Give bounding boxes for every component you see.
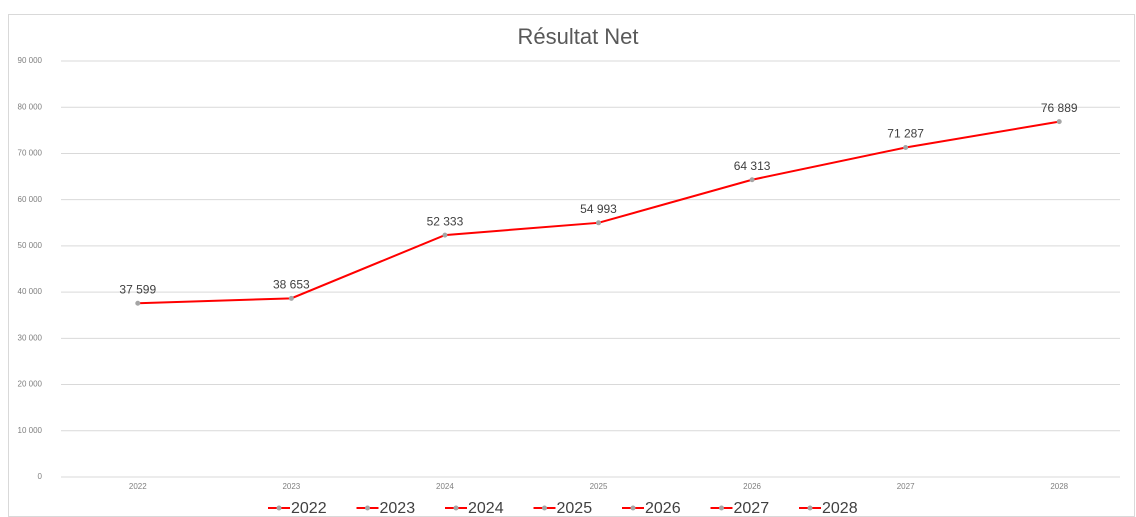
y-tick-label: 90 000 — [18, 56, 43, 65]
legend-label: 2026 — [645, 500, 681, 517]
data-label: 64 313 — [734, 159, 771, 173]
legend-label: 2027 — [734, 500, 770, 517]
data-label: 54 993 — [580, 202, 617, 216]
y-tick-label: 60 000 — [18, 195, 43, 204]
legend-marker — [542, 505, 547, 511]
marker — [903, 144, 909, 150]
legend-marker — [719, 505, 724, 511]
y-tick-label: 10 000 — [18, 426, 43, 435]
marker — [135, 300, 141, 306]
chart-frame — [8, 14, 1135, 517]
data-label: 37 599 — [119, 282, 156, 296]
marker — [442, 232, 448, 238]
marker — [1056, 119, 1062, 125]
marker — [596, 220, 601, 226]
legend-label: 2024 — [468, 500, 504, 517]
y-tick-label: 20 000 — [18, 380, 43, 389]
legend-marker — [453, 505, 459, 511]
y-tick-label: 50 000 — [18, 241, 43, 250]
data-label: 71 287 — [887, 127, 924, 141]
marker — [288, 295, 294, 301]
legend-label: 2028 — [822, 500, 858, 517]
legend-marker — [807, 505, 813, 511]
chart-title: Résultat Net — [517, 24, 638, 49]
x-tick-label: 2026 — [743, 482, 761, 491]
marker — [749, 177, 755, 183]
y-tick-label: 40 000 — [18, 287, 43, 296]
data-label: 52 333 — [427, 214, 464, 228]
legend-marker — [630, 505, 636, 511]
x-tick-label: 2027 — [897, 482, 915, 491]
legend-label: 2025 — [557, 500, 593, 517]
data-label: 38 653 — [273, 278, 310, 292]
x-tick-label: 2028 — [1050, 482, 1068, 491]
y-tick-label: 0 — [38, 472, 43, 481]
legend-marker — [276, 505, 282, 511]
x-tick-label: 2023 — [282, 482, 300, 491]
y-tick-label: 30 000 — [18, 333, 43, 342]
y-tick-label: 70 000 — [18, 149, 43, 158]
data-label: 76 889 — [1041, 101, 1078, 115]
y-tick-label: 80 000 — [18, 102, 43, 111]
legend-label: 2022 — [291, 500, 327, 517]
x-tick-label: 2024 — [436, 482, 454, 491]
legend-marker — [365, 505, 370, 511]
legend-label: 2023 — [380, 500, 416, 517]
x-tick-label: 2025 — [590, 482, 608, 491]
x-tick-label: 2022 — [129, 482, 147, 491]
